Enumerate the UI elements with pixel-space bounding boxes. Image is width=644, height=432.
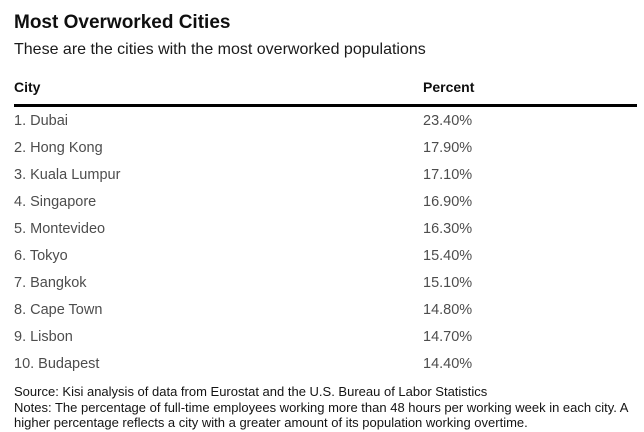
cell-city: 2. Hong Kong — [14, 139, 103, 156]
table-row: 4. Singapore 16.90% — [14, 188, 637, 215]
cell-percent: 14.80% — [423, 301, 473, 318]
table-header-row: City Percent — [14, 79, 637, 107]
cell-city: 8. Cape Town — [14, 301, 103, 318]
cell-percent: 14.70% — [423, 328, 473, 345]
cell-city: 1. Dubai — [14, 112, 69, 129]
table-row: 8. Cape Town 14.80% — [14, 296, 637, 323]
cell-percent: 17.10% — [423, 166, 473, 183]
column-header-percent: Percent — [423, 79, 475, 95]
cell-percent: 16.90% — [423, 193, 473, 210]
column-header-city: City — [14, 79, 41, 95]
source-text: Source: Kisi analysis of data from Euros… — [14, 384, 488, 399]
cell-city: 3. Kuala Lumpur — [14, 166, 121, 183]
overworked-cities-table: City Percent 1. Dubai 23.40% 2. Hong Kon… — [14, 79, 637, 377]
page-subtitle: These are the cities with the most overw… — [14, 41, 426, 58]
cell-percent: 15.40% — [423, 247, 473, 264]
notes-text: Notes: The percentage of full-time emplo… — [14, 399, 628, 431]
cell-city: 6. Tokyo — [14, 247, 68, 264]
table-row: 7. Bangkok 15.10% — [14, 269, 637, 296]
table-row: 9. Lisbon 14.70% — [14, 323, 637, 350]
cell-city: 5. Montevideo — [14, 220, 106, 237]
cell-percent: 14.40% — [423, 355, 473, 372]
table-row: 6. Tokyo 15.40% — [14, 242, 637, 269]
cell-percent: 15.10% — [423, 274, 473, 291]
cell-city: 9. Lisbon — [14, 328, 73, 345]
cell-city: 10. Budapest — [14, 355, 100, 372]
cell-percent: 16.30% — [423, 220, 473, 237]
table-row: 2. Hong Kong 17.90% — [14, 134, 637, 161]
table-row: 5. Montevideo 16.30% — [14, 215, 637, 242]
cell-city: 7. Bangkok — [14, 274, 87, 291]
table-row: 1. Dubai 23.40% — [14, 107, 637, 134]
footer-notes: Source: Kisi analysis of data from Euros… — [14, 384, 638, 431]
table-row: 3. Kuala Lumpur 17.10% — [14, 161, 637, 188]
table-row: 10. Budapest 14.40% — [14, 350, 637, 377]
cell-city: 4. Singapore — [14, 193, 97, 210]
page-title: Most Overworked Cities — [14, 12, 231, 33]
cell-percent: 23.40% — [423, 112, 473, 129]
cell-percent: 17.90% — [423, 139, 473, 156]
